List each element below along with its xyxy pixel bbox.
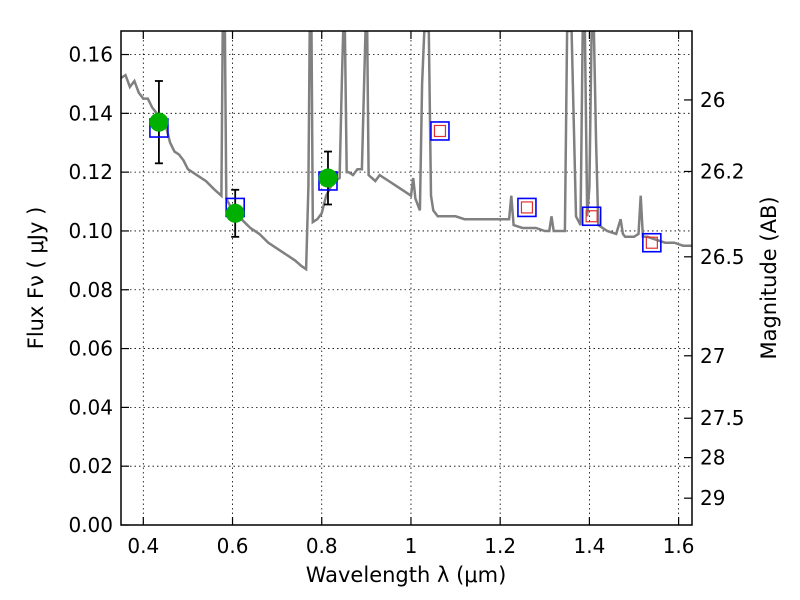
model-photometry-inner-square [645,236,658,249]
x-tick-label: 0.8 [306,534,338,558]
y2-tick-label: 27 [700,344,725,368]
x-tick-label: 0.4 [127,534,159,558]
y2-axis-ticks: 26 26.2 26.5 27 27.5 28 29 [684,88,745,510]
model-photometry-inner-markers [433,124,658,249]
y-tick-label: 0.16 [68,43,113,67]
model-photometry-square [430,121,450,141]
model-photometry-inner-square [520,201,534,214]
y-tick-label: 0.04 [68,395,113,419]
y-tick-label: 0.06 [68,337,113,361]
observed-flux-point [225,203,245,223]
model-photometry-inner-square [433,124,447,138]
y2-tick-label: 28 [700,446,725,470]
observed-flux-markers [149,112,338,223]
model-photometry-inner-square [585,210,598,223]
y-tick-label: 0.10 [68,219,113,243]
x-tick-label: 1.4 [573,534,605,558]
observed-flux-point [149,112,169,132]
model-photometry-square [517,197,537,218]
y-axis-title: Flux Fν ( μJy ) [24,207,48,350]
observed-flux-point [318,168,338,188]
model-photometry-square [581,206,602,227]
plot-frame [120,30,693,526]
y2-tick-label: 26.2 [700,159,745,183]
y2-tick-label: 27.5 [700,406,745,430]
model-photometry-square [642,232,662,253]
plot-area [121,31,692,525]
x-tick-label: 1.2 [484,534,516,558]
x-axis-ticks: 0.4 0.6 0.8 1 1.2 1.4 1.6 [127,31,695,558]
x-axis-title: Wavelength λ (μm) [306,563,507,587]
model-spectrum-line [121,31,692,272]
y-tick-label: 0.08 [68,278,113,302]
y-axis-ticks: 0.00 0.02 0.04 0.06 0.08 0.10 0.12 0.14 0.16 [68,43,129,537]
y2-tick-label: 29 [700,486,725,510]
y-tick-label: 0.14 [68,101,113,125]
x-tick-label: 1 [405,534,418,558]
y2-tick-label: 26 [700,88,725,112]
y2-tick-label: 26.5 [700,245,745,269]
y-tick-label: 0.00 [68,513,113,537]
x-tick-label: 1.6 [663,534,695,558]
x-tick-label: 0.6 [217,534,249,558]
y-tick-label: 0.02 [68,454,113,478]
y2-axis-title: Magnitude (AB) [757,196,781,359]
y-tick-label: 0.12 [68,160,113,184]
